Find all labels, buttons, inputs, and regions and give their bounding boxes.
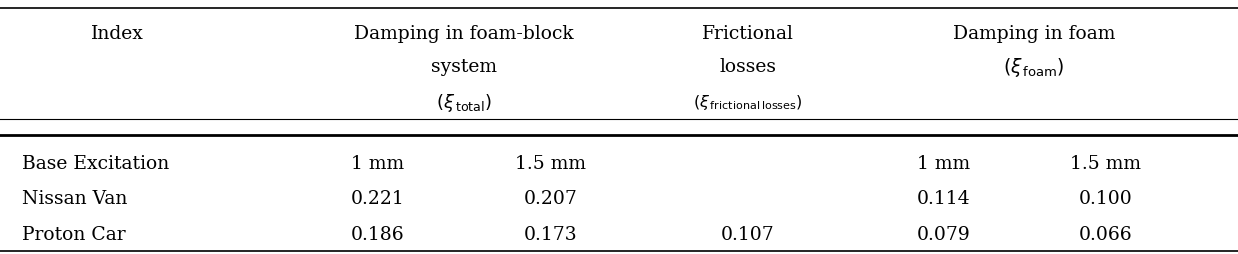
- Text: 1 mm: 1 mm: [352, 155, 404, 173]
- Text: Damping in foam-block: Damping in foam-block: [354, 25, 574, 43]
- Text: $({\xi}_{\,\mathrm{frictional\,losses}})$: $({\xi}_{\,\mathrm{frictional\,losses}})…: [693, 93, 802, 112]
- Text: 1 mm: 1 mm: [917, 155, 969, 173]
- Text: system: system: [431, 58, 498, 76]
- Text: $({\xi}_{\,\mathrm{total}})$: $({\xi}_{\,\mathrm{total}})$: [436, 92, 493, 114]
- Text: 0.186: 0.186: [350, 226, 405, 244]
- Text: Nissan Van: Nissan Van: [22, 190, 128, 208]
- Text: Index: Index: [92, 25, 144, 43]
- Text: 0.207: 0.207: [524, 190, 578, 208]
- Text: 0.079: 0.079: [916, 226, 971, 244]
- Text: 0.100: 0.100: [1078, 190, 1133, 208]
- Text: $({\xi}_{\,\mathrm{foam}})$: $({\xi}_{\,\mathrm{foam}})$: [1003, 56, 1065, 79]
- Text: 0.221: 0.221: [350, 190, 405, 208]
- Text: Frictional: Frictional: [702, 25, 794, 43]
- Text: Base Excitation: Base Excitation: [22, 155, 170, 173]
- Text: 1.5 mm: 1.5 mm: [1070, 155, 1141, 173]
- Text: 0.066: 0.066: [1078, 226, 1133, 244]
- Text: 0.173: 0.173: [524, 226, 578, 244]
- Text: Proton Car: Proton Car: [22, 226, 126, 244]
- Text: Damping in foam: Damping in foam: [952, 25, 1115, 43]
- Text: 1.5 mm: 1.5 mm: [515, 155, 587, 173]
- Text: 0.114: 0.114: [916, 190, 971, 208]
- Text: 0.107: 0.107: [721, 226, 775, 244]
- Text: losses: losses: [719, 58, 776, 76]
